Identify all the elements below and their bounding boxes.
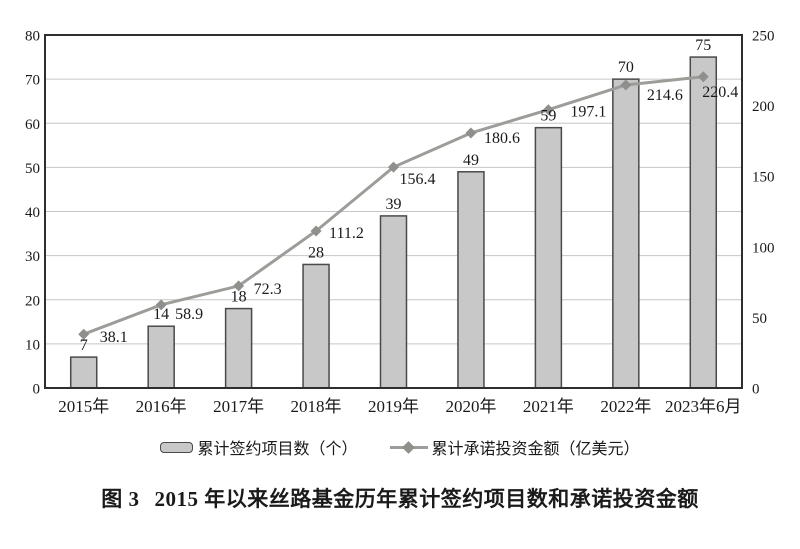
- bar: [534, 126, 563, 389]
- y-right-tick-label: 50: [752, 311, 767, 327]
- bar: [302, 263, 330, 389]
- bar-value-label: 7: [80, 337, 88, 354]
- bar-value-label: 70: [618, 59, 634, 76]
- x-tick-label: 2022年: [600, 397, 651, 416]
- bar-swatch-icon: [160, 441, 194, 453]
- y-left-tick-label: 10: [25, 337, 40, 353]
- x-tick-label: 2017年: [213, 397, 264, 416]
- x-tick-label: 2019年: [368, 397, 419, 416]
- figure-caption: 图 3 2015 年以来丝路基金历年累计签约项目数和承诺投资金额: [0, 483, 800, 513]
- line-value-label: 111.2: [329, 225, 364, 242]
- bar: [457, 171, 485, 389]
- line-marker: [542, 104, 554, 116]
- line-value-label: 38.1: [100, 329, 128, 346]
- line-value-label: 220.4: [702, 84, 738, 101]
- bar: [224, 307, 253, 389]
- bar: [379, 215, 408, 389]
- bar-value-label: 39: [386, 196, 402, 213]
- bar-value-label: 75: [695, 37, 711, 54]
- line-marker: [78, 328, 90, 340]
- plot-border: [44, 34, 743, 389]
- y-right-tick-label: 0: [752, 382, 760, 398]
- line-value-label: 156.4: [400, 171, 436, 188]
- plot-border-box: [44, 34, 743, 389]
- line-series: [78, 71, 709, 340]
- line-marker: [155, 299, 167, 311]
- y-right-tick-label: 250: [752, 29, 775, 45]
- line-marker: [310, 225, 322, 237]
- bar: [147, 325, 175, 389]
- axis-tick-labels: 0 10 20 30 40 50 60 70 80 0 50 100 150 200 250 2015年 201…: [25, 29, 775, 417]
- combo-chart: 7 14 18 28 39 49 59 70 75 38.1 58.9 72.3 111.2 156.4 1…: [25, 29, 775, 417]
- line-value-label: 214.6: [647, 87, 683, 104]
- chart-legend: 累计签约项目数（个） 累计承诺投资金额（亿美元）: [0, 435, 800, 459]
- bar-value-label: 18: [231, 289, 247, 306]
- y-left-tick-label: 30: [25, 249, 40, 265]
- bar-series: [69, 56, 718, 389]
- x-tick-label: 2015年: [58, 397, 109, 416]
- legend-label-bars: 累计签约项目数（个）: [197, 441, 358, 458]
- figure-title: 2015 年以来丝路基金历年累计签约项目数和承诺投资金额: [154, 487, 699, 511]
- x-tick-label: 2020年: [445, 397, 496, 416]
- y-left-tick-label: 40: [25, 205, 40, 221]
- line-marker: [388, 161, 399, 173]
- x-tick-label: 2018年: [291, 397, 342, 416]
- line-marker: [233, 280, 245, 292]
- line-value-label: 197.1: [570, 104, 606, 121]
- bar-value-label: 14: [153, 306, 169, 323]
- line-marker: [697, 71, 709, 83]
- line-marker: [620, 79, 632, 91]
- bar: [689, 56, 718, 389]
- bar: [612, 78, 640, 389]
- bar-value-label: 49: [463, 152, 479, 169]
- y-right-tick-label: 150: [752, 170, 775, 186]
- bar: [69, 356, 98, 389]
- data-labels: 7 14 18 28 39 49 59 70 75 38.1 58.9 72.3 111.2 156.4 1…: [80, 37, 739, 354]
- x-tick-label: 2023年6月: [665, 397, 742, 416]
- line-diamond-swatch-icon: [389, 440, 428, 454]
- x-tick-label: 2016年: [136, 397, 187, 416]
- line-value-label: 58.9: [175, 306, 203, 323]
- figure-number: 图 3: [101, 487, 140, 511]
- y-left-tick-label: 20: [25, 293, 40, 309]
- legend-item-line: 累计承诺投资金额（亿美元）: [389, 435, 640, 459]
- y-left-tick-label: 50: [25, 161, 40, 177]
- line-value-label: 180.6: [484, 130, 520, 147]
- x-tick-label: 2021年: [523, 397, 574, 416]
- y-left-tick-label: 70: [25, 73, 40, 89]
- line-value-label: 72.3: [254, 281, 282, 298]
- y-left-tick-label: 0: [33, 382, 41, 398]
- legend-label-line: 累计承诺投资金额（亿美元）: [431, 441, 640, 458]
- y-left-tick-label: 60: [25, 117, 40, 133]
- legend-item-bars: 累计签约项目数（个）: [160, 435, 358, 459]
- bar-value-label: 59: [540, 108, 556, 125]
- y-right-tick-label: 200: [752, 99, 775, 115]
- diamond-marker-icon: [401, 440, 415, 454]
- y-right-tick-label: 100: [752, 240, 775, 256]
- y-left-tick-label: 80: [25, 29, 40, 45]
- line-marker: [465, 127, 477, 139]
- bar-value-label: 28: [308, 244, 324, 261]
